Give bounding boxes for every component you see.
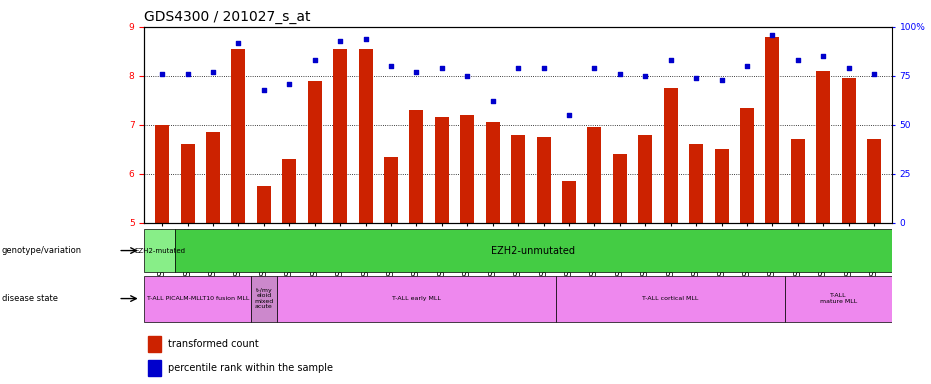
- Text: genotype/variation: genotype/variation: [2, 246, 82, 255]
- Bar: [613, 154, 627, 223]
- FancyBboxPatch shape: [175, 229, 892, 272]
- Text: t-/my
eloid
mixed
acute: t-/my eloid mixed acute: [254, 288, 274, 309]
- Text: T-ALL cortical MLL: T-ALL cortical MLL: [642, 296, 699, 301]
- Point: [409, 69, 424, 75]
- Point: [816, 53, 830, 59]
- Bar: [664, 88, 678, 223]
- Point: [739, 63, 754, 69]
- Bar: [257, 186, 271, 223]
- FancyBboxPatch shape: [785, 276, 892, 322]
- Point: [714, 77, 729, 83]
- Text: EZH2-mutated: EZH2-mutated: [134, 248, 185, 253]
- Bar: [460, 115, 474, 223]
- Bar: [155, 125, 169, 223]
- FancyBboxPatch shape: [277, 276, 556, 322]
- Point: [384, 63, 398, 69]
- FancyBboxPatch shape: [556, 276, 785, 322]
- FancyBboxPatch shape: [251, 276, 277, 322]
- Bar: [435, 118, 449, 223]
- Bar: [562, 181, 576, 223]
- Bar: [333, 49, 347, 223]
- Text: T-ALL early MLL: T-ALL early MLL: [392, 296, 440, 301]
- Bar: [511, 135, 525, 223]
- Bar: [282, 159, 296, 223]
- Text: transformed count: transformed count: [169, 339, 259, 349]
- Bar: [358, 49, 372, 223]
- Bar: [765, 36, 779, 223]
- Point: [231, 40, 246, 46]
- Bar: [740, 108, 754, 223]
- Point: [689, 75, 704, 81]
- Bar: [842, 78, 856, 223]
- Point: [765, 31, 780, 38]
- Bar: [790, 139, 804, 223]
- Point: [180, 71, 195, 77]
- Text: disease state: disease state: [2, 294, 58, 303]
- Bar: [384, 157, 398, 223]
- Bar: [587, 127, 601, 223]
- Point: [155, 71, 169, 77]
- Point: [638, 73, 653, 79]
- Point: [435, 65, 450, 71]
- Text: T-ALL PICALM-MLLT10 fusion MLL: T-ALL PICALM-MLLT10 fusion MLL: [146, 296, 249, 301]
- FancyBboxPatch shape: [144, 229, 175, 272]
- Point: [485, 98, 500, 104]
- Bar: [181, 144, 195, 223]
- Point: [510, 65, 525, 71]
- Bar: [148, 336, 161, 353]
- Bar: [486, 122, 500, 223]
- FancyBboxPatch shape: [144, 276, 251, 322]
- Point: [587, 65, 601, 71]
- Point: [842, 65, 857, 71]
- Point: [206, 69, 221, 75]
- Bar: [232, 49, 246, 223]
- Bar: [714, 149, 729, 223]
- Point: [867, 71, 882, 77]
- Text: percentile rank within the sample: percentile rank within the sample: [169, 363, 333, 373]
- Point: [332, 38, 347, 44]
- Point: [663, 57, 678, 63]
- Point: [460, 73, 475, 79]
- Bar: [816, 71, 830, 223]
- Point: [536, 65, 551, 71]
- Bar: [689, 144, 703, 223]
- Bar: [536, 137, 550, 223]
- Bar: [307, 81, 322, 223]
- Text: GDS4300 / 201027_s_at: GDS4300 / 201027_s_at: [144, 10, 311, 25]
- Text: EZH2-unmutated: EZH2-unmutated: [492, 245, 575, 256]
- Bar: [639, 135, 653, 223]
- Text: T-ALL
mature MLL: T-ALL mature MLL: [820, 293, 857, 304]
- Point: [613, 71, 627, 77]
- Bar: [410, 110, 424, 223]
- Point: [307, 57, 322, 63]
- Point: [282, 81, 297, 87]
- Bar: [867, 139, 881, 223]
- Point: [561, 112, 576, 118]
- Bar: [148, 359, 161, 376]
- Point: [790, 57, 805, 63]
- Point: [358, 36, 373, 42]
- Bar: [206, 132, 220, 223]
- Point: [256, 86, 271, 93]
